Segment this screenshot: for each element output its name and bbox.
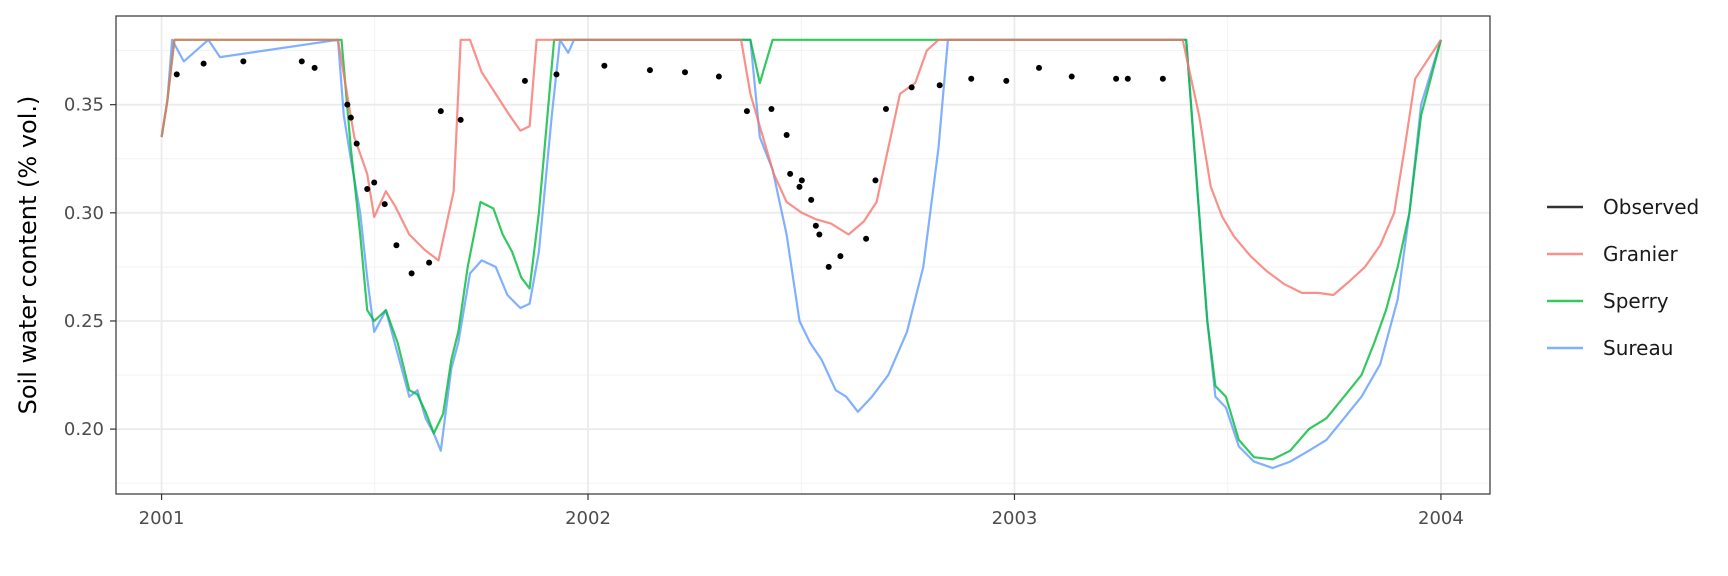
legend-label-sureau: Sureau	[1603, 336, 1673, 360]
observed-point	[872, 177, 879, 184]
observed-point	[863, 235, 870, 242]
observed-point	[393, 242, 400, 249]
x-tick-label: 2002	[565, 508, 611, 529]
observed-point	[344, 101, 351, 108]
series-line-granier	[160, 38, 1442, 297]
observed-point	[715, 73, 722, 80]
observed-point	[908, 84, 915, 91]
observed-point	[646, 67, 653, 74]
observed-point	[681, 69, 688, 76]
minor-gridlines	[116, 16, 1490, 494]
y-tick-label: 0.20	[64, 419, 104, 440]
y-tick-label: 0.25	[64, 311, 104, 332]
x-tick-label: 2004	[1418, 508, 1464, 529]
y-tick-label: 0.35	[64, 95, 104, 116]
observed-point	[353, 140, 360, 147]
observed-point	[808, 196, 815, 203]
observed-point	[968, 75, 975, 82]
observed-point	[381, 201, 388, 208]
observed-point	[173, 71, 180, 78]
observed-point	[553, 71, 560, 78]
x-tick-label: 2001	[139, 508, 185, 529]
observed-point	[426, 259, 433, 266]
observed-point	[408, 270, 415, 277]
observed-point	[298, 58, 305, 65]
observed-point	[1068, 73, 1075, 80]
observed-point	[1036, 64, 1043, 71]
observed-point	[347, 114, 354, 121]
observed-point	[371, 179, 378, 186]
y-tick-label: 0.30	[64, 203, 104, 224]
observed-point	[816, 231, 823, 238]
observed-point	[837, 253, 844, 260]
observed-point	[1113, 75, 1120, 82]
legend-label-granier: Granier	[1603, 242, 1679, 266]
observed-point	[521, 77, 528, 84]
observed-point	[798, 177, 805, 184]
x-axis: 2001 2002 2003 2004	[139, 494, 1464, 529]
observed-point	[796, 183, 803, 190]
legend-label-observed: Observed	[1603, 195, 1699, 219]
panel-border	[115, 15, 1491, 495]
observed-point	[787, 170, 794, 177]
observed-point	[743, 108, 750, 115]
observed-point	[825, 263, 832, 270]
major-gridlines	[116, 16, 1490, 494]
y-axis: 0.20 0.25 0.30 0.35	[64, 95, 116, 440]
observed-point	[200, 60, 207, 67]
observed-point	[601, 62, 608, 69]
x-tick-label: 2003	[992, 508, 1038, 529]
observed-point	[364, 186, 371, 193]
observed-point	[240, 58, 247, 65]
observed-point	[1124, 75, 1131, 82]
observed-point	[1159, 75, 1166, 82]
legend-label-sperry: Sperry	[1603, 289, 1669, 313]
y-axis-title: Soil water content (% vol.)	[14, 96, 42, 415]
panel-background	[116, 16, 1490, 494]
observed-point	[1003, 77, 1010, 84]
series-line-sperry	[160, 38, 1442, 461]
observed-point	[311, 64, 318, 71]
series-line-sureau	[160, 38, 1442, 470]
observed-point	[936, 82, 943, 89]
observed-point	[768, 106, 775, 113]
observed-point	[882, 106, 889, 113]
plot-panel	[115, 15, 1491, 495]
legend: Observed Granier Sperry Sureau	[1547, 195, 1699, 360]
observed-point	[457, 116, 464, 123]
observed-point	[437, 108, 444, 115]
series-layer	[160, 38, 1442, 470]
observed-point	[783, 131, 790, 138]
observed-point	[812, 222, 819, 229]
